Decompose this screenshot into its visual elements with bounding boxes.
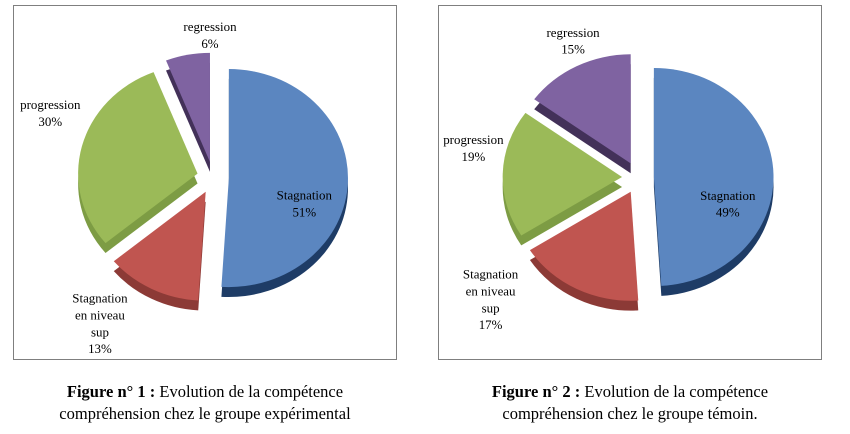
figure-1-panel: Stagnation 51% Stagnation en niveau sup 13% pr… [13,5,397,360]
pie-slice-stagnation [221,68,348,288]
figure-1-caption-text: Evolution de la compétence compréhension… [59,382,351,424]
pie-slice-stagnation-en-niveau-sup [113,191,206,301]
figure-2-caption-text: Evolution de la compétence compréhension… [502,382,769,424]
slice-label-progression: progression 30% [20,97,81,129]
slice-label-regression: regression 15% [547,25,601,57]
pie-slice-regression [166,52,210,162]
slice-label-stagnation: Stagnation 49% [700,188,756,220]
slice-label-stagnation-en-niveau-sup: Stagnation en niveau sup 17% [463,267,519,333]
figure-2-panel: Stagnation 49% Stagnation en niveau sup 17% pr… [438,5,822,360]
pie-slice-progression [78,72,198,244]
figure-1-caption: Figure n° 1 : Evolution de la compétence… [13,381,397,426]
figure-2-caption-label: Figure n° 2 : [491,382,581,401]
figure-2-caption: Figure n° 2 : Evolution de la compétence… [438,381,822,426]
pie-slice-stagnation [653,67,774,286]
pie-slice-stagnation-en-niveau-sup [529,191,639,301]
slice-label-regression: regression 6% [183,19,237,51]
figure-1-caption-label: Figure n° 1 : [66,382,156,401]
pie-chart-groupe-experimental: Stagnation 51% Stagnation en niveau sup 13% pr… [20,19,348,357]
pie-slice-progression [502,112,623,236]
pie-slice-regression [534,54,631,164]
slice-label-stagnation: Stagnation 51% [277,188,333,220]
slice-label-stagnation-en-niveau-sup: Stagnation en niveau sup 13% [72,291,128,357]
slice-label-progression: progression 19% [443,132,504,164]
pie-chart-groupe-temoin: Stagnation 49% Stagnation en niveau sup 17% pr… [443,25,774,333]
